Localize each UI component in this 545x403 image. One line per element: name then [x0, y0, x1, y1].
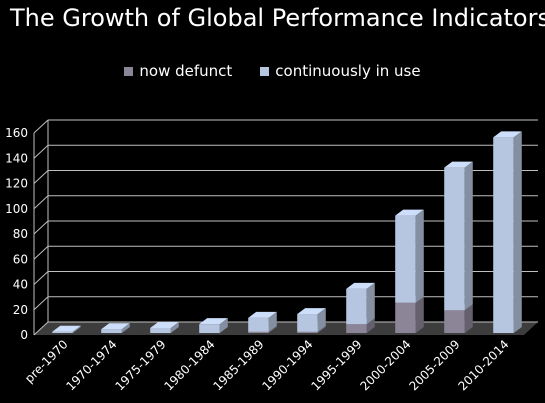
bar-now-defunct-front: [297, 331, 318, 333]
bar-continuously-in-use: [297, 308, 326, 332]
bar-continuously-in-use-front: [395, 215, 416, 303]
bar-now-defunct-side: [415, 296, 424, 333]
bar-continuously-in-use: [346, 282, 375, 325]
bar-continuously-in-use-front: [346, 288, 367, 325]
bar-continuously-in-use-side: [317, 308, 326, 332]
bar-continuously-in-use-top: [199, 318, 228, 325]
bar-now-defunct-side: [268, 325, 277, 333]
bar-now-defunct-front: [248, 331, 269, 333]
y-tick-label: 100: [5, 202, 28, 216]
bar-continuously-in-use-front: [199, 324, 220, 333]
x-tick-label: pre-1970: [22, 337, 70, 385]
bar-continuously-in-use-side: [366, 282, 375, 325]
x-tick-label: 1985-1989: [210, 337, 266, 393]
x-tick-label: 2005-2009: [406, 337, 462, 393]
bar-now-defunct-side: [366, 318, 375, 333]
gridline-side: [33, 144, 49, 159]
bar-now-defunct-front: [395, 302, 416, 333]
x-axis-ticks: pre-19701970-19741975-19791980-19841985-…: [22, 337, 511, 393]
bar-continuously-in-use-top: [395, 209, 424, 216]
bar-continuously-in-use-side: [219, 318, 228, 333]
y-tick-label: 60: [13, 252, 28, 266]
bar-continuously-in-use-front: [444, 167, 465, 311]
legend-label-now-defunct: now defunct: [139, 62, 233, 80]
bar-now-defunct-front: [444, 310, 465, 333]
bar-continuously-in-use-top: [346, 282, 375, 289]
y-axis-ticks: 0 20 40 60 80 100 120 140 160: [5, 126, 28, 342]
bar-continuously-in-use: [395, 209, 424, 303]
bar-continuously-in-use-front: [150, 327, 171, 333]
bar-continuously-in-use-side: [72, 325, 81, 333]
x-tick-label: 1970-1974: [63, 337, 119, 393]
bar-continuously-in-use-side: [415, 209, 424, 303]
chart-bars: [52, 131, 522, 333]
bar-continuously-in-use: [199, 318, 228, 333]
legend-label-continuously-in-use: continuously in use: [275, 62, 421, 80]
gridline-side: [33, 271, 49, 285]
legend-swatch-continuously-in-use: [260, 66, 270, 76]
bar-continuously-in-use-front: [493, 137, 514, 333]
chart-legend: now defunct continuously in use: [0, 62, 545, 80]
bar-continuously-in-use-front: [248, 317, 269, 332]
gridline-side: [33, 220, 49, 235]
bar-continuously-in-use-side: [464, 161, 473, 311]
y-tick-label: 0: [20, 328, 28, 342]
bar-now-defunct-side: [464, 304, 473, 333]
chart-title: The Growth of Global Performance Indicat…: [10, 4, 545, 32]
bar-continuously-in-use-side: [513, 131, 522, 333]
gridline-side: [33, 296, 49, 311]
bar-continuously-in-use-top: [248, 311, 277, 318]
gridline-side: [33, 321, 49, 336]
bar-continuously-in-use-side: [121, 323, 130, 333]
bar-continuously-in-use: [150, 321, 179, 333]
bar-continuously-in-use-front: [52, 331, 73, 333]
bar-continuously-in-use-top: [297, 308, 326, 315]
bar-now-defunct-side: [317, 325, 326, 333]
legend-swatch-now-defunct: [124, 66, 134, 76]
bar-continuously-in-use-front: [101, 329, 122, 333]
legend-item-continuously-in-use: continuously in use: [260, 62, 421, 80]
bar-continuously-in-use-top: [493, 131, 522, 138]
bar-continuously-in-use: [52, 325, 81, 333]
x-tick-label: 1975-1979: [112, 337, 168, 393]
bar-continuously-in-use-side: [170, 321, 179, 333]
x-tick-label: 1980-1984: [161, 337, 217, 393]
bar-continuously-in-use-top: [150, 321, 179, 328]
y-tick-label: 40: [13, 278, 28, 292]
bar-continuously-in-use: [444, 161, 473, 311]
y-tick-label: 140: [5, 151, 28, 165]
x-tick-label: 2010-2014: [455, 337, 511, 393]
bar-continuously-in-use: [248, 311, 277, 332]
x-tick-label: 2000-2004: [357, 337, 413, 393]
bar-continuously-in-use: [101, 323, 130, 333]
y-tick-label: 120: [5, 177, 28, 191]
x-tick-label: 1995-1999: [308, 337, 364, 393]
bar-continuously-in-use-front: [297, 314, 318, 332]
y-tick-label: 160: [5, 126, 28, 140]
gridline-side: [33, 119, 49, 134]
bar-continuously-in-use-top: [52, 325, 81, 332]
bar-continuously-in-use: [493, 131, 522, 333]
bar-continuously-in-use-side: [268, 311, 277, 332]
bar-continuously-in-use-top: [444, 161, 473, 168]
gridline-side: [33, 245, 49, 260]
y-tick-label: 80: [13, 227, 28, 241]
x-tick-label: 1990-1994: [259, 337, 315, 393]
y-tick-label: 20: [13, 303, 28, 317]
gridline-side: [33, 195, 49, 210]
gridline-side: [33, 170, 49, 184]
bar-continuously-in-use-top: [101, 323, 130, 330]
legend-item-now-defunct: now defunct: [124, 62, 232, 80]
bar-now-defunct-front: [346, 324, 367, 333]
